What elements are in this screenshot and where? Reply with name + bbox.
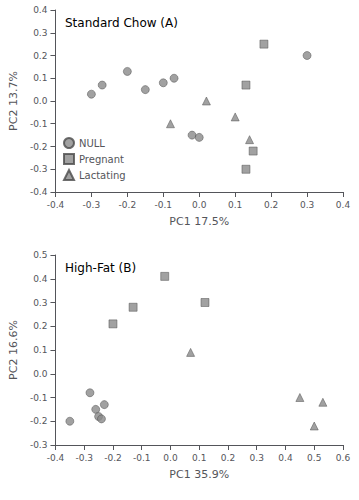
svg-text:-0.2: -0.2 <box>30 142 48 152</box>
svg-text:0.1: 0.1 <box>33 345 47 355</box>
svg-text:-0.4: -0.4 <box>47 453 65 463</box>
svg-text:0.0: 0.0 <box>192 200 207 210</box>
svg-text:-0.1: -0.1 <box>133 453 151 463</box>
svg-text:0.3: 0.3 <box>33 28 47 38</box>
svg-text:0.3: 0.3 <box>250 453 264 463</box>
svg-text:0.4: 0.4 <box>33 5 48 15</box>
svg-text:0.1: 0.1 <box>192 453 206 463</box>
svg-text:-0.1: -0.1 <box>30 393 48 403</box>
svg-text:0.4: 0.4 <box>33 274 48 284</box>
svg-text:0.5: 0.5 <box>33 250 47 260</box>
svg-text:0.6: 0.6 <box>336 453 351 463</box>
svg-text:-0.3: -0.3 <box>83 200 101 210</box>
svg-text:PC1 17.5%: PC1 17.5% <box>169 215 229 228</box>
svg-text:-0.2: -0.2 <box>104 453 122 463</box>
svg-text:0.3: 0.3 <box>300 200 314 210</box>
svg-text:PC2 13.7%: PC2 13.7% <box>7 71 20 131</box>
svg-text:-0.4: -0.4 <box>30 187 48 197</box>
svg-text:0.0: 0.0 <box>33 96 48 106</box>
svg-text:-0.3: -0.3 <box>75 453 93 463</box>
svg-text:-0.1: -0.1 <box>30 119 48 129</box>
svg-text:-0.1: -0.1 <box>155 200 173 210</box>
svg-text:0.2: 0.2 <box>33 51 47 61</box>
svg-text:Lactating: Lactating <box>79 170 126 181</box>
svg-text:0.1: 0.1 <box>228 200 242 210</box>
svg-text:0.4: 0.4 <box>278 453 293 463</box>
svg-text:-0.3: -0.3 <box>30 164 48 174</box>
svg-text:-0.2: -0.2 <box>119 200 137 210</box>
svg-text:-0.3: -0.3 <box>30 440 48 450</box>
svg-text:0.1: 0.1 <box>33 73 47 83</box>
svg-text:0.2: 0.2 <box>33 321 47 331</box>
svg-text:0.5: 0.5 <box>307 453 321 463</box>
svg-text:0.0: 0.0 <box>33 369 48 379</box>
svg-text:0.4: 0.4 <box>336 200 351 210</box>
svg-text:-0.2: -0.2 <box>30 416 48 426</box>
svg-text:High-Fat (B): High-Fat (B) <box>65 261 136 275</box>
svg-text:Pregnant: Pregnant <box>79 154 124 165</box>
svg-text:0.2: 0.2 <box>264 200 278 210</box>
svg-text:PC1 35.9%: PC1 35.9% <box>169 468 229 481</box>
svg-text:0.2: 0.2 <box>221 453 235 463</box>
svg-text:0.3: 0.3 <box>33 298 47 308</box>
svg-text:NULL: NULL <box>79 138 105 149</box>
svg-text:-0.4: -0.4 <box>47 200 65 210</box>
svg-text:Standard Chow (A): Standard Chow (A) <box>65 16 178 30</box>
svg-text:PC2 16.6%: PC2 16.6% <box>7 320 20 380</box>
svg-text:0.0: 0.0 <box>163 453 178 463</box>
